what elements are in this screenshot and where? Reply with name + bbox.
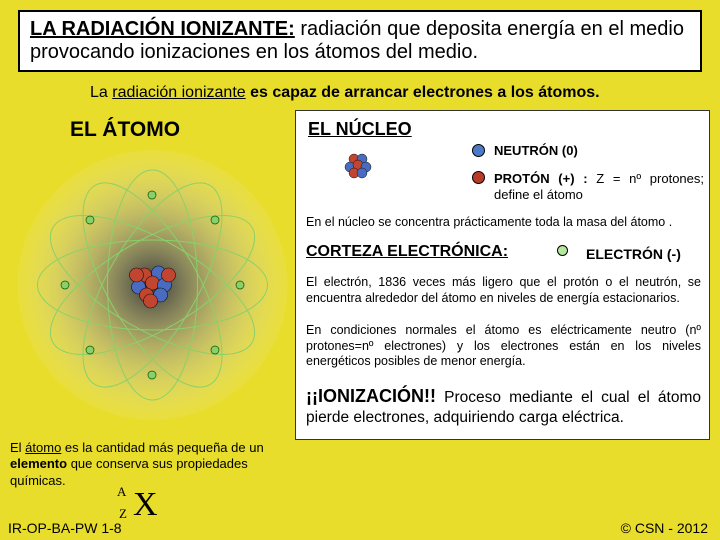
atom-caption: El átomo es la cantidad más pequeña de u… [10, 440, 290, 489]
details-box: EL NÚCLEO NEUTRÓN (0) PROTÓN (+) : Z = n… [295, 110, 710, 440]
nucleus-title: EL NÚCLEO [308, 119, 412, 140]
mass-number: A [117, 484, 126, 500]
ionization-text: ¡¡IONIZACIÓN!! Proceso mediante el cual … [306, 385, 701, 429]
ionizing-caption: La radiación ionizante es capaz de arran… [90, 84, 600, 102]
element-symbol: X [133, 486, 158, 523]
footer-left: IR-OP-BA-PW 1-8 [8, 520, 122, 536]
proton-dot-icon [472, 171, 485, 184]
electron-dot-icon [557, 245, 568, 256]
mass-text: En el núcleo se concentra prácticamente … [306, 215, 701, 229]
header-title-bold: LA RADIACIÓN IONIZANTE: [30, 18, 295, 40]
electron-text: El electrón, 1836 veces más ligero que e… [306, 275, 701, 306]
atom-title: EL ÁTOMO [70, 118, 180, 142]
neutron-label: NEUTRÓN (0) [494, 143, 578, 158]
atom-diagram [15, 140, 290, 430]
header-box: LA RADIACIÓN IONIZANTE: radiación que de… [18, 10, 702, 72]
element-notation: A Z X [120, 486, 158, 524]
neutron-dot-icon [472, 144, 485, 157]
proton-label: PROTÓN (+) : Z = nº protones; define el … [494, 171, 704, 204]
neutral-text: En condiciones normales el átomo es eléc… [306, 323, 701, 370]
header-title: LA RADIACIÓN IONIZANTE: radiación que de… [30, 18, 684, 63]
nucleus-mini-icon [336, 147, 386, 190]
footer-right: © CSN - 2012 [621, 520, 708, 536]
corteza-title: CORTEZA ELECTRÓNICA: [306, 243, 508, 261]
electron-label: ELECTRÓN (-) [586, 246, 681, 262]
